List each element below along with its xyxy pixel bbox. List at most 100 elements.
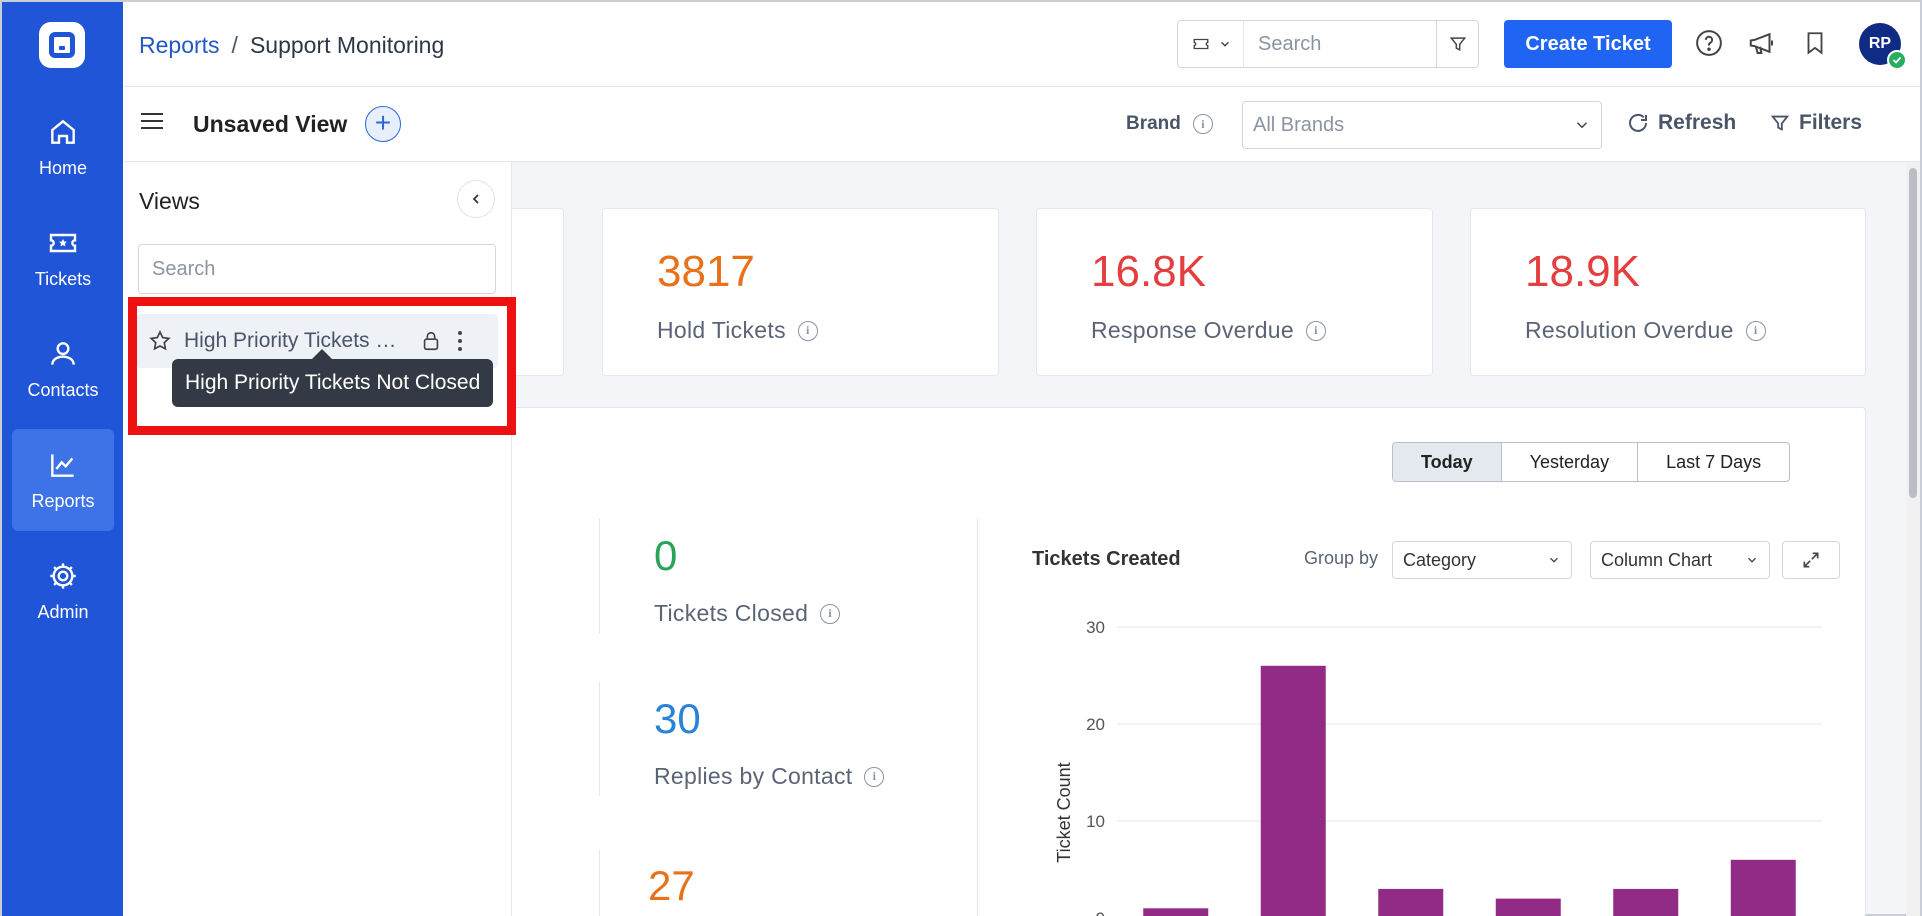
group-by-select[interactable]: Category — [1392, 541, 1572, 579]
avatar[interactable]: RP — [1859, 23, 1907, 70]
divider — [977, 518, 978, 916]
metric-value: 27 — [648, 862, 695, 909]
chart-bar[interactable] — [1260, 665, 1326, 916]
info-icon: i — [1745, 320, 1766, 341]
metric-caption: Hold Tickets i — [657, 317, 818, 344]
metric-label: Tickets Closed — [654, 600, 809, 626]
brand-select-value: All Brands — [1253, 113, 1345, 136]
filter-icon — [1770, 115, 1790, 131]
metric-card-response-overdue: 16.8K Response Overdue i — [1036, 208, 1433, 376]
refresh-button[interactable]: Refresh — [1626, 111, 1736, 135]
gear-icon — [50, 562, 76, 589]
activity-panel — [462, 407, 1866, 916]
create-ticket-button[interactable]: Create Ticket — [1504, 20, 1672, 68]
global-search: Search — [1177, 20, 1479, 68]
chevron-left-icon — [472, 194, 479, 204]
views-panel: Views Search High Priority Tickets Not C… — [123, 162, 512, 916]
view-toolbar: Unsaved View + Brand i All Brands Refres… — [123, 87, 1920, 162]
tab-yesterday[interactable]: Yesterday — [1502, 443, 1639, 481]
chevron-down-icon — [1748, 557, 1756, 563]
search-input[interactable]: Search — [1258, 32, 1322, 55]
breadcrumb-reports-link[interactable]: Reports — [139, 32, 220, 58]
chart-bar[interactable] — [1378, 888, 1444, 916]
y-tick-label: 30 — [1086, 618, 1105, 637]
person-icon — [51, 341, 75, 365]
metric-value: 0 — [654, 532, 678, 579]
left-nav-rail: Home Tickets Contacts Reports Admin — [2, 2, 123, 916]
group-by-value: Category — [1403, 549, 1477, 570]
bookmark-icon — [1807, 32, 1823, 55]
metric-label: Hold Tickets — [657, 317, 786, 343]
views-title: Views — [139, 188, 200, 214]
nav-home[interactable]: Home — [12, 96, 114, 198]
refresh-icon — [1629, 113, 1647, 132]
metric-caption: Replies by Contact i — [654, 763, 885, 790]
tickets-created-chart: 30 20 10 0 Ticket Count — [1054, 618, 1822, 916]
search-filter-button[interactable] — [1436, 21, 1478, 67]
chart-icon — [51, 453, 74, 477]
metric-value: 18.9K — [1525, 247, 1640, 296]
app-logo[interactable] — [39, 22, 85, 68]
group-by-label: Group by — [1304, 548, 1379, 568]
info-icon: i — [820, 603, 841, 624]
brand-select[interactable]: All Brands — [1242, 101, 1602, 149]
bookmark-button[interactable] — [1798, 26, 1832, 60]
nav-admin-label: Admin — [37, 601, 89, 622]
nav-tickets[interactable]: Tickets — [12, 207, 114, 309]
views-search-input[interactable]: Search — [138, 244, 496, 294]
divider — [599, 682, 600, 796]
chevron-down-icon — [1550, 557, 1558, 563]
nav-admin[interactable]: Admin — [12, 540, 114, 642]
add-view-button[interactable]: + — [365, 106, 401, 142]
refresh-label: Refresh — [1658, 111, 1737, 134]
nav-contacts-label: Contacts — [27, 379, 99, 400]
info-icon: i — [797, 320, 818, 341]
scrollbar-thumb[interactable] — [1909, 168, 1917, 498]
info-icon: i — [1192, 114, 1213, 134]
info-icon: i — [864, 766, 885, 787]
star-icon[interactable] — [148, 329, 172, 353]
y-tick-label: 0 — [1096, 909, 1105, 916]
main-scrollbar[interactable] — [1906, 162, 1920, 916]
lock-icon — [423, 331, 439, 351]
collapse-panel-button[interactable] — [457, 180, 495, 218]
nav-home-label: Home — [38, 157, 87, 178]
help-button[interactable] — [1692, 26, 1726, 60]
megaphone-icon — [1749, 32, 1773, 54]
ticket-icon — [1193, 38, 1208, 50]
nav-reports[interactable]: Reports — [12, 429, 114, 531]
metric-caption: Response Overdue i — [1091, 317, 1326, 344]
online-status-icon — [1887, 50, 1907, 70]
chart-type-select[interactable]: Column Chart — [1590, 541, 1770, 579]
chart-bar[interactable] — [1730, 859, 1796, 916]
tab-today[interactable]: Today — [1393, 443, 1502, 481]
announcements-button[interactable] — [1745, 26, 1779, 60]
chart-bar[interactable] — [1495, 898, 1561, 916]
menu-icon[interactable] — [141, 113, 163, 134]
metric-value: 16.8K — [1091, 247, 1206, 296]
tab-last-7-days[interactable]: Last 7 Days — [1666, 451, 1762, 472]
help-icon — [1696, 30, 1722, 56]
page-title: Support Monitoring — [249, 32, 445, 58]
expand-chart-button[interactable] — [1782, 541, 1840, 579]
divider — [599, 518, 600, 634]
chevron-down-icon — [1576, 122, 1588, 129]
chart-bar[interactable] — [1143, 908, 1209, 916]
filters-button[interactable]: Filters — [1769, 111, 1862, 135]
more-options-icon[interactable] — [458, 331, 462, 351]
breadcrumb-separator: / — [231, 32, 238, 58]
chart-bar[interactable] — [1613, 888, 1679, 916]
info-icon: i — [1305, 320, 1326, 341]
nav-reports-label: Reports — [31, 490, 95, 511]
nav-contacts[interactable]: Contacts — [12, 318, 114, 420]
y-axis-label: Ticket Count — [1054, 762, 1074, 862]
brand-label-text: Brand — [1126, 113, 1181, 134]
y-tick-label: 10 — [1086, 812, 1105, 831]
metric-caption: Resolution Overdue i — [1525, 317, 1766, 344]
search-type-dropdown[interactable] — [1178, 21, 1244, 67]
expand-icon — [1803, 552, 1819, 568]
home-icon — [51, 119, 75, 144]
metric-value: 3817 — [657, 247, 755, 296]
top-header: Reports / Support Monitoring Search Crea… — [123, 2, 1920, 87]
metric-value: 30 — [654, 695, 701, 742]
